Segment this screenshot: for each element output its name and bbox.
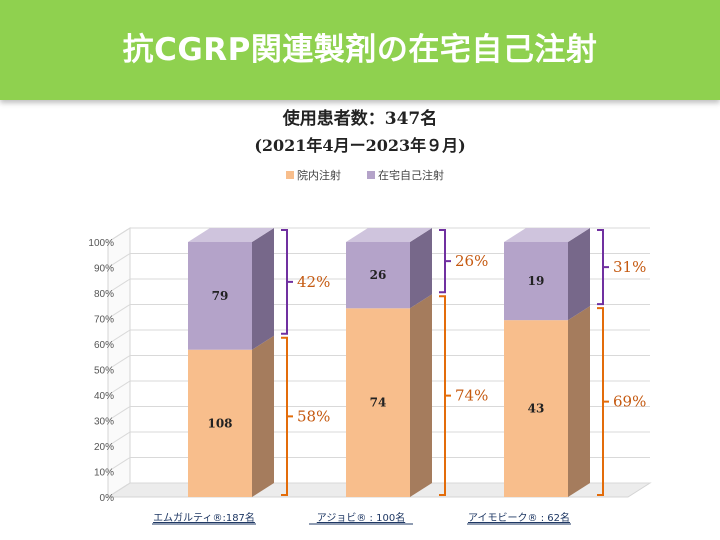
bar-hospital-side: [252, 335, 274, 497]
bar-home-front: [504, 242, 568, 321]
percent-label-home: 42%: [297, 273, 330, 291]
percent-label-home: 26%: [455, 252, 488, 270]
gridline: [107, 457, 650, 472]
y-tick-label: 30%: [94, 417, 114, 428]
gridline: [107, 431, 650, 447]
gridline: [107, 253, 650, 268]
bar-home-front: [346, 242, 410, 309]
bar-hospital-front: [504, 320, 568, 497]
bracket-hospital: [439, 295, 451, 496]
y-tick-label: 100%: [88, 238, 114, 249]
y-tick-label: 40%: [94, 391, 114, 402]
bar-count-hospital: 74: [370, 396, 387, 410]
bar-top-face: [188, 228, 274, 242]
bar-home-front: [188, 242, 252, 350]
gridline: [107, 227, 650, 243]
legend-label-hospital: 院内注射: [297, 168, 341, 182]
chart-subtitle-patients: 使用患者数：347名: [282, 109, 438, 129]
y-tick-label: 70%: [94, 315, 114, 326]
bar-count-home: 19: [528, 274, 545, 288]
bar-home-side: [568, 228, 590, 321]
bar-hospital-front: [346, 308, 410, 497]
percent-label-hospital: 58%: [297, 407, 330, 425]
gridline: [107, 304, 650, 319]
bar-hospital-side: [568, 306, 590, 497]
gridline: [107, 329, 650, 345]
y-tick-label: 0%: [100, 493, 115, 504]
page-title: 抗CGRP関連製剤の在宅自己注射: [122, 32, 598, 68]
bar-top-face: [346, 228, 432, 242]
title-banner: 抗CGRP関連製剤の在宅自己注射: [0, 0, 720, 100]
bar-count-hospital: 108: [207, 416, 232, 430]
y-tick-label: 50%: [94, 366, 114, 377]
bar-home-side: [410, 228, 432, 309]
gridline: [107, 278, 650, 294]
gridline: [107, 406, 650, 421]
x-category-label: エムガルティ®:187名: [153, 511, 255, 524]
bar-count-home: 79: [212, 289, 229, 303]
legend-label-home: 在宅自己注射: [378, 168, 444, 182]
y-tick-label: 90%: [94, 264, 114, 275]
percent-label-hospital: 74%: [455, 387, 488, 405]
bar-top-face: [504, 228, 590, 242]
bar-count-hospital: 43: [528, 402, 545, 416]
gridline: [107, 482, 650, 498]
bar-hospital-side: [410, 294, 432, 497]
legend-swatch-hospital: [286, 171, 294, 179]
bar-count-home: 26: [370, 268, 387, 282]
bar-hospital-front: [188, 349, 252, 497]
gridline: [107, 380, 650, 396]
percent-label-hospital: 69%: [613, 393, 646, 411]
bracket-hospital: [281, 336, 293, 496]
legend-swatch-home: [367, 171, 375, 179]
bracket-home: [439, 229, 451, 294]
y-tick-label: 20%: [94, 442, 114, 453]
bracket-home: [597, 229, 609, 306]
y-tick-label: 10%: [94, 468, 114, 479]
bracket-hospital: [597, 307, 609, 496]
percent-label-home: 31%: [613, 258, 646, 276]
bracket-home: [281, 229, 293, 335]
y-tick-label: 80%: [94, 289, 114, 300]
chart-subtitle-period: (2021年4月ー2023年９月): [254, 136, 466, 155]
gridline: [107, 355, 650, 370]
x-category-label: アジョビ® : 100名: [317, 511, 405, 524]
x-category-label: アイモビーク® : 62名: [468, 511, 570, 524]
y-tick-label: 60%: [94, 340, 114, 351]
bar-home-side: [252, 228, 274, 350]
